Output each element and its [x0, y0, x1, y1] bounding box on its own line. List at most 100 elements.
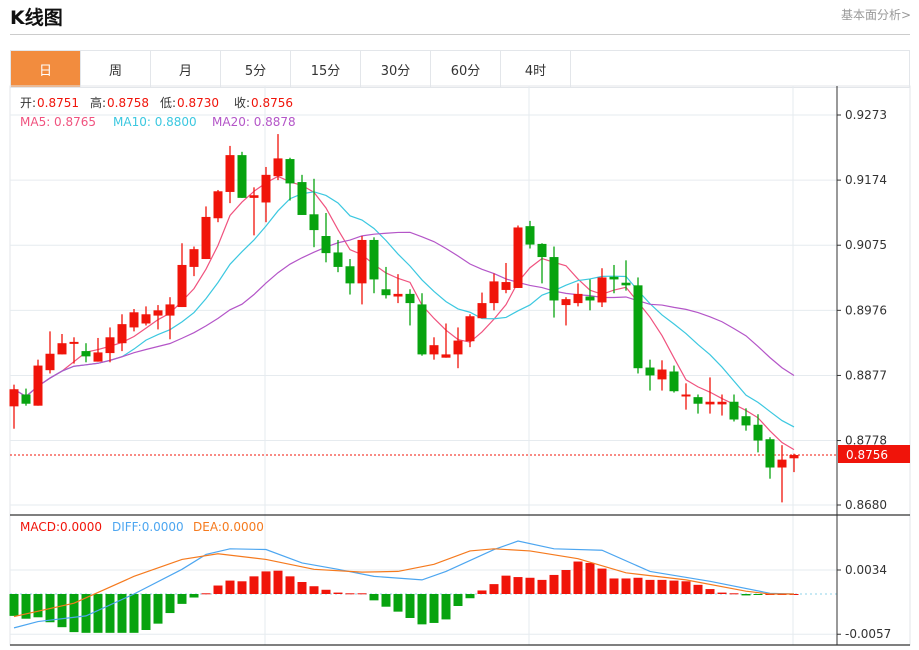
candle-body — [369, 239, 379, 280]
macd-tick-label: -0.0057 — [845, 627, 891, 641]
candle-body — [333, 252, 343, 267]
candle-body — [441, 354, 451, 358]
macd-bar — [309, 586, 319, 594]
tab-15min[interactable]: 15分 — [291, 51, 361, 87]
candle-body — [753, 424, 763, 441]
macd-bar — [285, 576, 295, 594]
macd-bar — [573, 561, 583, 594]
candle-body — [429, 345, 439, 355]
candle-body — [597, 277, 607, 303]
macd-bar — [117, 594, 127, 633]
candle-body — [237, 155, 247, 198]
macd-bar — [441, 594, 451, 620]
macd-bar — [393, 594, 403, 612]
macd-bar — [261, 571, 271, 594]
tab-4hour[interactable]: 4时 — [501, 51, 571, 87]
candle-body — [561, 299, 571, 306]
candle-body — [225, 155, 235, 192]
candle-body — [693, 397, 703, 404]
fundamental-analysis-link[interactable]: 基本面分析> — [840, 8, 911, 22]
candle-body — [477, 303, 487, 319]
diff-line — [13, 540, 795, 629]
macd-bar — [729, 593, 739, 595]
candle-body — [129, 312, 139, 328]
candle-body — [681, 394, 691, 397]
macd-bar — [21, 594, 31, 619]
dea-value: DEA:0.0000 — [193, 520, 264, 534]
macd-bar — [33, 594, 43, 618]
page-title: K线图 — [10, 7, 63, 29]
macd-bar — [237, 581, 247, 594]
tab-5min[interactable]: 5分 — [221, 51, 291, 87]
tab-day[interactable]: 日 — [11, 51, 81, 87]
candle-body — [729, 401, 739, 420]
ma5-line — [13, 175, 795, 451]
candle-body — [33, 365, 43, 406]
tab-week[interactable]: 周 — [81, 51, 151, 87]
macd-bar — [609, 578, 619, 594]
candle-body — [621, 282, 631, 286]
chart-frame — [9, 85, 911, 646]
candle-body — [525, 226, 535, 245]
candle-body — [417, 304, 427, 355]
macd-tick-label: 0.0034 — [845, 563, 887, 577]
macd-bar — [57, 594, 67, 628]
candle-body — [741, 416, 751, 426]
ma5-value: MA5: 0.8765 — [20, 115, 96, 129]
macd-bar — [489, 584, 499, 594]
low-label: 低: — [160, 96, 176, 110]
candle-body — [81, 351, 91, 357]
macd-bar — [753, 594, 763, 595]
candles — [9, 134, 799, 503]
macd-bar — [153, 594, 163, 624]
candle-body — [9, 389, 19, 407]
candle-body — [261, 174, 271, 203]
macd-bar — [501, 575, 511, 594]
candle-body — [633, 285, 643, 369]
candle-body — [189, 249, 199, 267]
candle-body — [309, 214, 319, 231]
ma20-value: MA20: 0.8878 — [212, 115, 296, 129]
macd-bar — [561, 570, 571, 594]
macd-bar — [141, 594, 151, 630]
open-value: 0.8751 — [37, 96, 79, 110]
macd-bar — [93, 594, 103, 633]
macd-bar — [345, 593, 355, 595]
macd-bar — [741, 594, 751, 596]
tab-month[interactable]: 月 — [151, 51, 221, 87]
macd-bar — [417, 594, 427, 625]
diff-value: DIFF:0.0000 — [112, 520, 184, 534]
price-tick-label: 0.9273 — [845, 108, 887, 122]
candle-body — [249, 195, 259, 198]
macd-bar — [273, 570, 283, 594]
macd-bar — [177, 594, 187, 604]
candle-body — [501, 282, 511, 290]
candle-body — [213, 191, 223, 219]
candle-body — [393, 293, 403, 297]
candle-body — [321, 236, 331, 254]
macd-bar — [165, 594, 175, 614]
tab-60min[interactable]: 60分 — [431, 51, 501, 87]
candle-body — [69, 341, 79, 344]
macd-bar — [513, 577, 523, 594]
macd-bar — [717, 592, 727, 594]
candle-body — [165, 304, 175, 316]
candle-body — [537, 243, 547, 258]
price-tick-label: 0.8680 — [845, 498, 887, 512]
candle-body — [669, 371, 679, 392]
candle-body — [93, 352, 103, 362]
period-tabs: 日 周 月 5分 15分 30分 60分 4时 — [10, 50, 910, 88]
macd-bar — [9, 594, 19, 616]
price-tick-label: 0.9075 — [845, 238, 887, 252]
tab-30min[interactable]: 30分 — [361, 51, 431, 87]
macd-bar — [381, 594, 391, 607]
candle-body — [273, 158, 283, 177]
macd-bar — [537, 579, 547, 594]
macd-bar — [189, 594, 199, 598]
candle-body — [489, 281, 499, 304]
candle-body — [705, 401, 715, 405]
candle-body — [645, 367, 655, 376]
price-tick-label: 0.8976 — [845, 303, 887, 317]
candle-body — [345, 266, 355, 284]
